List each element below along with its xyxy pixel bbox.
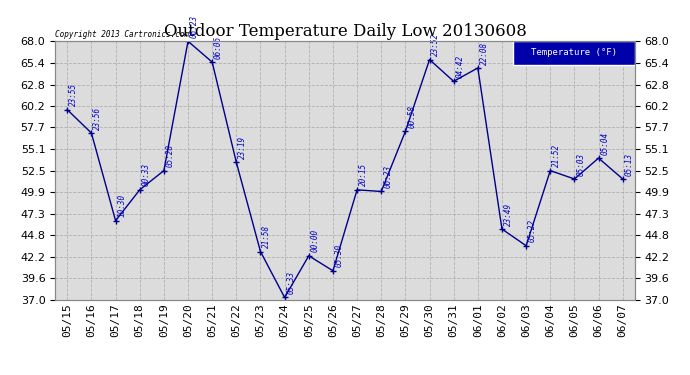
Text: 00:00: 00:00 (310, 229, 319, 252)
Text: 00:58: 00:58 (407, 105, 416, 128)
Text: 05:28: 05:28 (166, 144, 175, 167)
Text: 23:19: 23:19 (238, 136, 247, 159)
Text: 23:55: 23:55 (69, 83, 78, 106)
Text: 23:49: 23:49 (504, 202, 513, 226)
Text: 05:13: 05:13 (624, 153, 633, 176)
Text: Copyright 2013 Cartronics.com: Copyright 2013 Cartronics.com (55, 30, 189, 39)
Text: 04:42: 04:42 (455, 55, 464, 78)
Text: 21:58: 21:58 (262, 225, 271, 248)
Text: 23:52: 23:52 (431, 33, 440, 56)
Text: 21:52: 21:52 (552, 144, 561, 167)
Text: 23:56: 23:56 (93, 106, 102, 130)
Text: 05:22: 05:22 (528, 219, 537, 242)
Text: 06:23: 06:23 (190, 15, 199, 38)
Text: 00:33: 00:33 (141, 164, 150, 186)
Text: 05:33: 05:33 (286, 271, 295, 294)
Text: 10:30: 10:30 (117, 194, 126, 217)
Text: 05:30: 05:30 (335, 244, 344, 267)
Text: 05:03: 05:03 (576, 153, 585, 176)
Title: Outdoor Temperature Daily Low 20130608: Outdoor Temperature Daily Low 20130608 (164, 23, 526, 40)
Text: 06:23: 06:23 (383, 165, 392, 188)
Text: 20:15: 20:15 (359, 164, 368, 186)
Text: 05:04: 05:04 (600, 132, 609, 155)
Text: 22:08: 22:08 (480, 42, 489, 64)
Text: 06:06: 06:06 (214, 36, 223, 59)
